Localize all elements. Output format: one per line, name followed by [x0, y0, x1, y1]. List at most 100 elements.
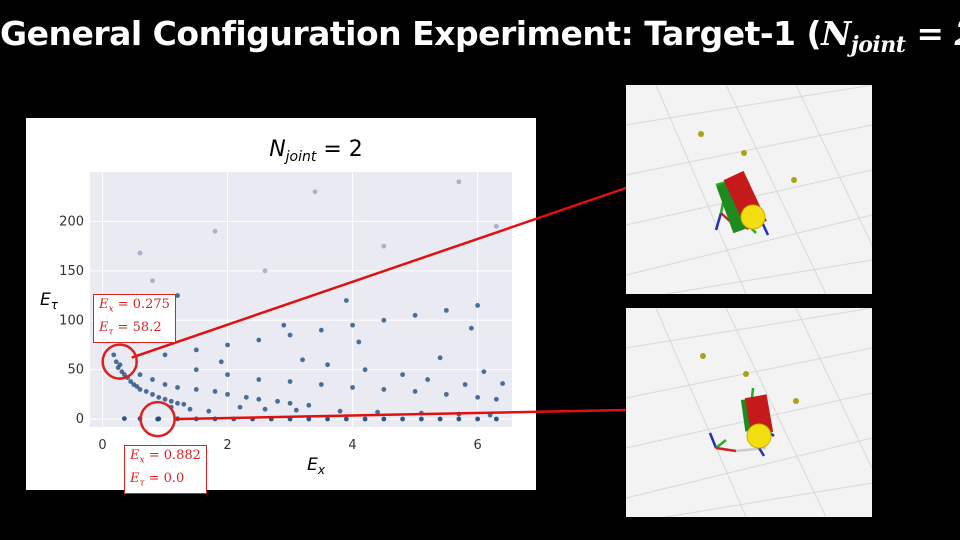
waypoint-marker — [793, 398, 799, 404]
robot-link-red — [744, 394, 774, 436]
data-point — [381, 243, 387, 249]
x-tick-label: 6 — [473, 438, 481, 453]
data-point — [362, 367, 368, 373]
data-point — [175, 400, 180, 406]
data-point — [462, 382, 468, 387]
annotation-min-torque: Ex = 0.275 Eτ = 58.2 — [93, 294, 176, 344]
data-point — [468, 325, 474, 331]
annotation-min-position: Ex = 0.882 Eτ = 0.0 — [124, 445, 207, 495]
data-point — [275, 398, 280, 404]
target-sphere — [746, 423, 772, 449]
data-point — [412, 389, 418, 394]
y-tick-label: 50 — [67, 363, 84, 378]
data-point — [356, 339, 362, 345]
data-point — [175, 293, 180, 298]
data-point — [155, 416, 161, 422]
robot-render — [626, 85, 872, 294]
data-point — [343, 298, 349, 303]
data-point — [225, 372, 230, 378]
data-point — [256, 337, 262, 343]
data-point — [381, 317, 387, 323]
simulation-view-top — [626, 85, 872, 294]
data-point — [193, 367, 199, 373]
x-tick-label: 4 — [348, 438, 356, 453]
data-point — [181, 401, 187, 407]
data-point — [443, 307, 449, 313]
data-point — [437, 355, 443, 361]
data-point — [150, 391, 155, 397]
x-axis-label: Ex — [307, 455, 326, 477]
data-point — [121, 372, 127, 378]
data-point — [137, 372, 143, 378]
target-sphere — [740, 204, 766, 230]
data-point — [193, 347, 199, 353]
data-point — [134, 384, 140, 389]
data-point — [287, 332, 293, 338]
data-point — [437, 416, 443, 422]
waypoint-marker — [743, 371, 749, 377]
tick-labels: 0 2 4 6 0 50 100 150 200 — [59, 214, 482, 453]
data-point — [306, 402, 312, 408]
data-point — [325, 362, 330, 368]
data-point — [300, 357, 305, 363]
data-point — [168, 398, 174, 404]
data-point — [137, 250, 143, 256]
data-point — [318, 327, 324, 333]
data-point — [206, 408, 212, 414]
data-point — [456, 179, 462, 185]
data-point — [243, 394, 249, 400]
data-point — [375, 409, 380, 415]
y-tick-label: 150 — [59, 264, 84, 279]
slide-title-text: General Configuration Experiment: Target… — [0, 14, 822, 53]
floor-grid — [626, 85, 872, 294]
x-tick-label: 0 — [98, 438, 106, 453]
data-point — [475, 416, 481, 422]
data-point — [212, 228, 218, 234]
y-tick-label: 0 — [76, 412, 84, 427]
data-point — [350, 385, 355, 390]
link-line-bottom — [173, 408, 627, 421]
waypoint-marker — [741, 150, 747, 156]
data-point — [162, 382, 168, 387]
data-point — [262, 406, 268, 412]
slide-title: General Configuration Experiment: Target… — [0, 14, 960, 58]
data-point — [212, 389, 218, 394]
data-point — [475, 303, 481, 308]
highlight-circle-top — [101, 343, 138, 380]
simulation-view-bottom — [626, 308, 872, 517]
data-point — [418, 416, 424, 422]
data-point — [362, 416, 368, 422]
data-point — [425, 377, 430, 382]
data-point — [350, 322, 355, 328]
data-point — [493, 416, 499, 422]
data-point — [162, 352, 168, 358]
data-point — [481, 369, 487, 375]
data-point — [287, 400, 293, 406]
y-tick-label: 100 — [59, 313, 84, 328]
data-point — [381, 416, 387, 422]
title-math: Njoint = 2 — [821, 14, 960, 58]
data-point — [225, 342, 230, 348]
data-point — [187, 406, 193, 412]
y-tick-label: 200 — [59, 214, 84, 229]
data-point — [312, 189, 318, 195]
data-point — [337, 408, 343, 414]
data-point — [493, 223, 499, 229]
highlight-circle-bottom — [139, 400, 176, 438]
data-point — [150, 278, 155, 284]
data-point — [493, 396, 499, 402]
data-point — [318, 382, 324, 387]
data-point — [475, 394, 481, 400]
data-point — [237, 404, 243, 410]
data-point — [293, 407, 299, 413]
data-point — [262, 268, 268, 274]
data-point — [121, 416, 127, 421]
data-point — [281, 322, 287, 328]
data-point — [400, 372, 405, 378]
data-point — [218, 359, 224, 365]
data-point — [225, 391, 230, 397]
data-point — [193, 387, 199, 392]
data-point — [306, 416, 312, 422]
waypoint-marker — [700, 353, 706, 359]
